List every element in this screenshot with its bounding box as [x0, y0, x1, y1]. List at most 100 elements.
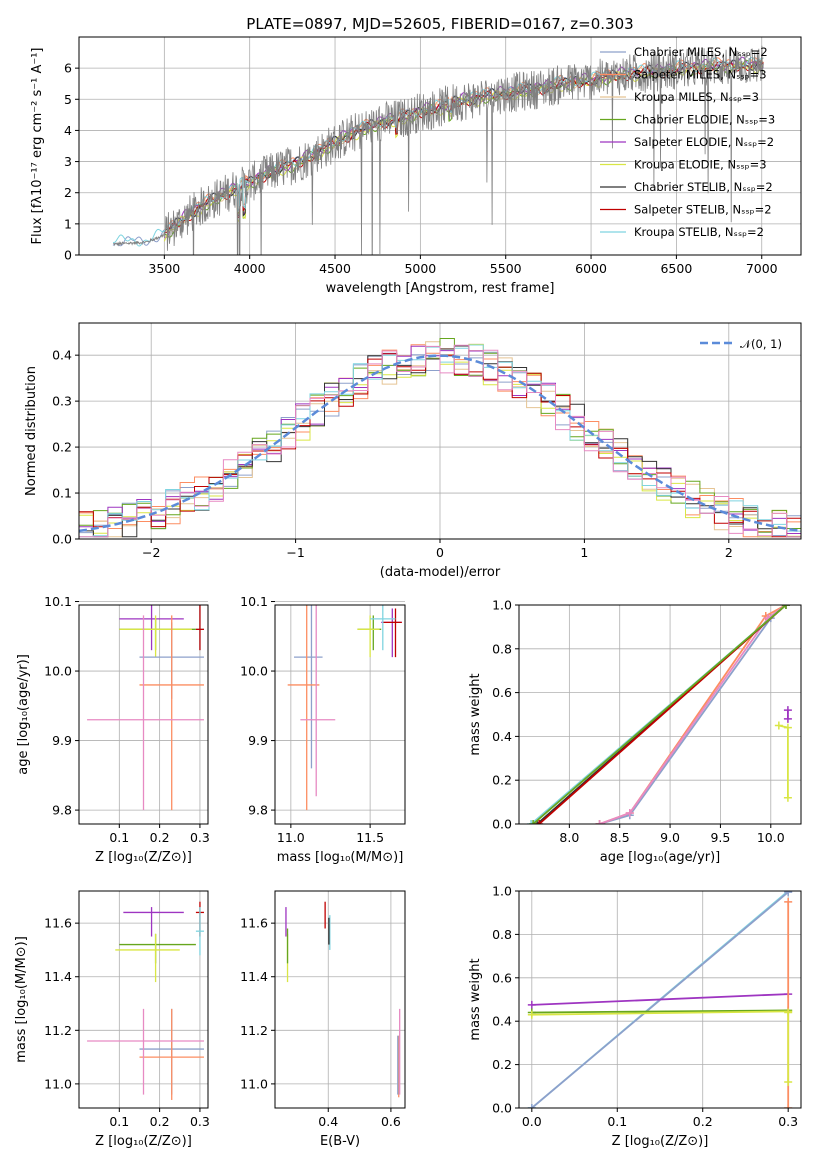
- z-mass-xtick-label: 0.2: [150, 1114, 170, 1129]
- mass-weight-marker: [784, 897, 793, 906]
- z-mass-xtick-label: 0.3: [190, 1114, 210, 1129]
- errorbar-point: [195, 605, 204, 651]
- mass-age-xtick-label: 11.0: [277, 830, 305, 845]
- mass-weight-marker: [527, 1010, 536, 1019]
- residuals-xtick-label: −2: [142, 545, 160, 560]
- residuals-ytick-label: 0.1: [52, 486, 72, 501]
- errorbar-point: [370, 605, 396, 651]
- residuals-xtick-label: 1: [580, 545, 588, 560]
- mass-weight-marker: [784, 1104, 793, 1108]
- z-massweight-ytick-label: 0.4: [492, 1014, 512, 1029]
- spectrum-xtick-label: 4500: [319, 261, 351, 276]
- mass-weight-marker: [784, 1077, 793, 1086]
- age-massweight-ytick-label: 1.0: [492, 598, 512, 613]
- errorbar-point: [300, 605, 336, 797]
- age-massweight-ytick-label: 0.0: [492, 817, 512, 832]
- residual-histogram-step: [79, 344, 801, 539]
- spectrum-ytick-label: 5: [64, 92, 72, 107]
- z-massweight-ytick-label: 0.8: [492, 927, 512, 942]
- ebv-mass-axes: 0.4 0.6 11.0 11.2 11.4 11.6 E(B-V): [240, 890, 406, 1149]
- z-age-ytick-label: 10.1: [44, 594, 72, 609]
- z-mass-ylabel: mass [log₁₀(M/M⊙)]: [14, 936, 29, 1063]
- spectrum-legend: Chabrier MILES, Nₛₛₚ=2 Salpeter MILES, Nₛ…: [600, 45, 775, 239]
- mass-age-frame: [274, 604, 406, 825]
- errorbar-point: [139, 1008, 204, 1100]
- z-age-ytick-label: 9.9: [52, 733, 72, 748]
- age-massweight-ytick-label: 0.2: [492, 773, 512, 788]
- z-massweight-xtick-label: 0.0: [522, 1114, 542, 1129]
- z-age-ytick-label: 10.0: [44, 664, 72, 679]
- z-massweight-xtick-label: 0.2: [693, 1114, 713, 1129]
- age-massweight-xtick-label: 10.0: [757, 830, 785, 845]
- z-massweight-ytick-label: 0.0: [492, 1101, 512, 1116]
- spectrum-frame: [78, 36, 802, 256]
- residuals-plot-area: [79, 338, 801, 539]
- errorbar-point: [119, 618, 196, 651]
- errorbar-point: [119, 615, 192, 658]
- residuals-legend: 𝒩(0, 1): [700, 337, 782, 351]
- z-mass-xlabel: Z [log₁₀(Z/Z⊙)]: [95, 1134, 192, 1149]
- legend-entry: Salpeter MILES, Nₛₛₚ=3: [634, 68, 767, 82]
- z-massweight-xtick-label: 0.1: [607, 1114, 627, 1129]
- mass-weight-marker: [781, 605, 790, 609]
- legend-entry: Chabrier MILES, Nₛₛₚ=2: [634, 45, 768, 59]
- mass-weight-marker: [527, 820, 536, 824]
- errorbar-point: [87, 615, 204, 811]
- mass-weight-marker: [784, 891, 793, 897]
- age-massweight-frame: [518, 604, 802, 825]
- z-age-xlabel: Z [log₁₀(Z/Z⊙)]: [95, 850, 192, 865]
- z-mass-ytick-label: 11.6: [44, 916, 72, 931]
- age-massweight-xlabel: age [log₁₀(age/yr)]: [600, 850, 721, 865]
- legend-entry: Kroupa ELODIE, Nₛₛₚ=3: [634, 158, 767, 172]
- ebv-mass-ytick-label: 11.2: [240, 1023, 268, 1038]
- mass-weight-line: [531, 993, 789, 1006]
- age-massweight-ytick-label: 0.4: [492, 729, 512, 744]
- mass-weight-line: [532, 605, 787, 824]
- model-spectrum-line: [113, 56, 764, 247]
- errorbar-point: [119, 933, 196, 964]
- mass-weight-marker: [783, 714, 792, 723]
- residuals-xlabel: (data-model)/error: [380, 565, 501, 580]
- errorbar-point: [123, 907, 184, 937]
- legend-entry: 𝒩(0, 1): [740, 337, 782, 351]
- ebv-mass-ytick-label: 11.0: [240, 1076, 268, 1091]
- ebv-mass-frame: [274, 890, 406, 1109]
- errorbar-point: [381, 608, 402, 658]
- z-massweight-ylabel: mass weight: [468, 958, 483, 1040]
- spectrum-xtick-label: 6500: [660, 261, 692, 276]
- residuals-ytick-label: 0.0: [52, 532, 72, 547]
- mass-weight-marker: [535, 820, 544, 824]
- mass-weight-line: [599, 605, 787, 824]
- mass-age-plot-area: [287, 605, 402, 811]
- mass-weight-marker: [529, 820, 538, 824]
- residuals-axes: −2 −1 0 1 2 0.0 0.1 0.2 0.3 0.4 (data-model)/error…: [24, 322, 802, 580]
- residuals-ytick-label: 0.3: [52, 394, 72, 409]
- errorbar-point: [357, 615, 380, 658]
- spectrum-xtick-label: 5500: [490, 261, 522, 276]
- mass-weight-marker: [527, 1000, 536, 1009]
- mass-age-ytick-label: 9.8: [248, 803, 268, 818]
- spectrum-xtick-label: 4000: [234, 261, 266, 276]
- mass-age-ytick-label: 10.1: [240, 594, 268, 609]
- errorbar-point: [119, 605, 184, 651]
- residuals-ylabel: Normed distribution: [24, 366, 39, 496]
- spectrum-ylabel: Flux [fλ10⁻¹⁷ erg cm⁻² s⁻¹ A⁻¹]: [30, 48, 45, 245]
- mass-weight-line: [531, 1009, 789, 1014]
- spectrum-ytick-label: 0: [64, 248, 72, 263]
- age-massweight-plot-area: [527, 605, 792, 824]
- z-massweight-plot-area: [527, 891, 793, 1108]
- mass-weight-marker: [625, 809, 634, 818]
- mass-age-ytick-label: 10.0: [240, 664, 268, 679]
- z-mass-ytick-label: 11.4: [44, 969, 72, 984]
- mass-age-axes: 11.0 11.5 9.8 9.9 10.0 10.1 mass [log₁₀(M/M⊙)]: [240, 594, 406, 865]
- ebv-mass-xlabel: E(B-V): [320, 1134, 360, 1149]
- ebv-mass-xtick-label: 0.6: [381, 1114, 401, 1129]
- ebv-mass-ytick-label: 11.4: [240, 969, 268, 984]
- ebv-mass-ytick-label: 11.6: [240, 916, 268, 931]
- residuals-xtick-label: −1: [286, 545, 304, 560]
- spectrum-xtick-label: 3500: [148, 261, 180, 276]
- age-massweight-ylabel: mass weight: [468, 673, 483, 755]
- z-age-xtick-label: 0.3: [190, 830, 210, 845]
- mass-age-ytick-label: 9.9: [248, 733, 268, 748]
